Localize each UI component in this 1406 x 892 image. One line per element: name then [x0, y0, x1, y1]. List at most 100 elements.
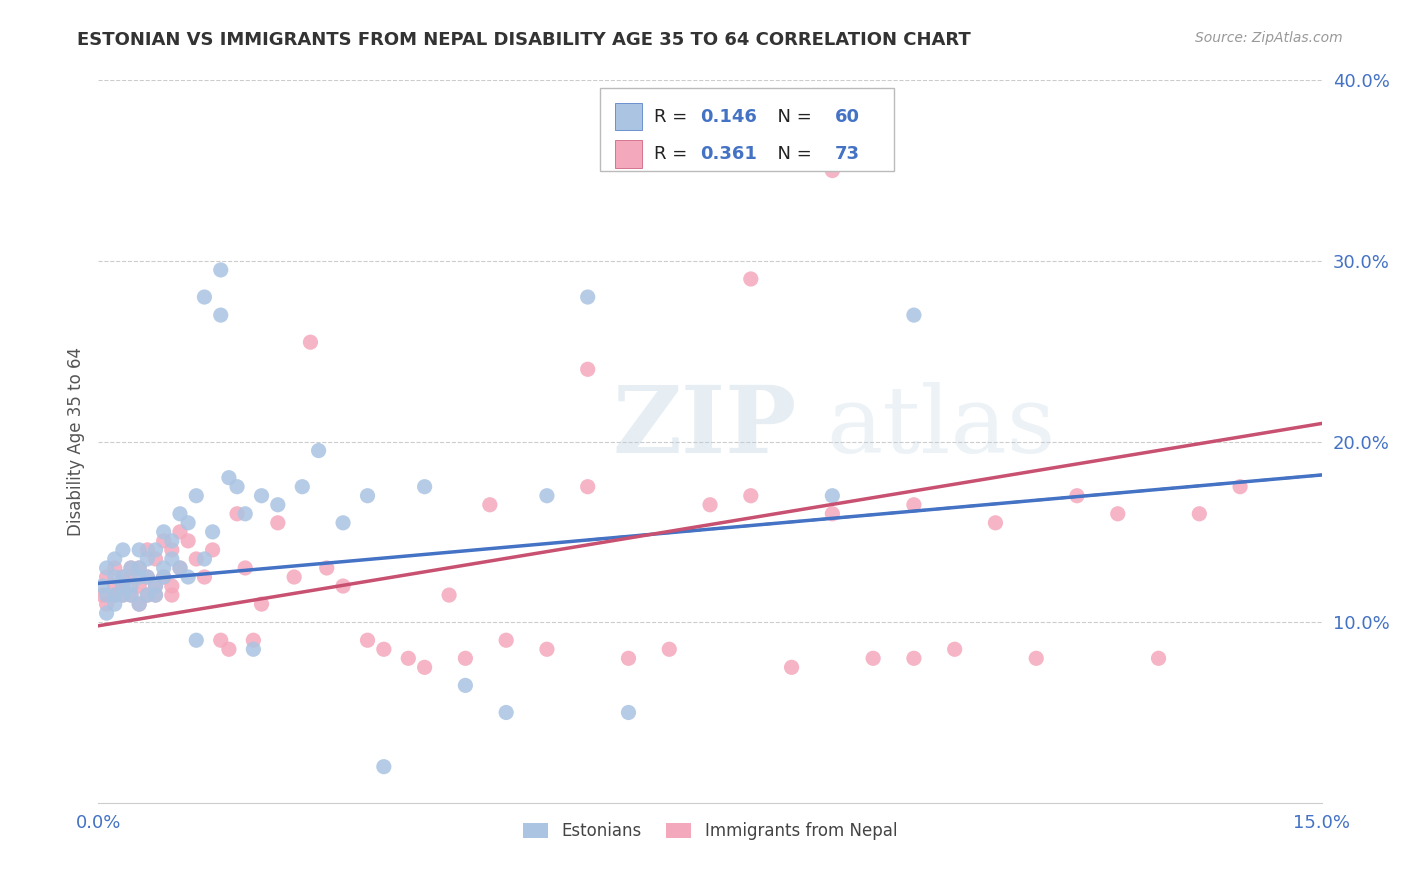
Point: [152, 570, 174, 584]
Text: ZIP: ZIP: [612, 382, 796, 472]
Point: [169, 561, 191, 575]
Point: [821, 507, 844, 521]
Point: [128, 561, 150, 575]
Text: N =: N =: [766, 108, 818, 126]
Point: [145, 588, 167, 602]
Point: [437, 588, 460, 602]
Point: [186, 489, 208, 503]
Point: [96, 588, 118, 602]
Point: [96, 597, 118, 611]
Point: [332, 516, 354, 530]
Point: [111, 588, 134, 602]
Point: [821, 163, 844, 178]
Point: [128, 542, 150, 557]
Point: [120, 579, 142, 593]
Point: [120, 561, 142, 575]
Point: [299, 335, 322, 350]
Point: [145, 579, 167, 593]
Point: [91, 579, 114, 593]
Point: [136, 588, 159, 602]
Point: [226, 480, 249, 494]
Text: R =: R =: [654, 108, 693, 126]
Point: [160, 533, 183, 548]
Point: [186, 633, 208, 648]
Point: [1025, 651, 1047, 665]
Point: [373, 642, 395, 657]
FancyBboxPatch shape: [600, 87, 893, 170]
Point: [1229, 480, 1251, 494]
Point: [658, 642, 681, 657]
Point: [120, 588, 142, 602]
Point: [111, 542, 134, 557]
Point: [617, 706, 640, 720]
Point: [136, 570, 159, 584]
Text: 0.361: 0.361: [700, 145, 756, 163]
Point: [332, 579, 354, 593]
Point: [291, 480, 314, 494]
Text: N =: N =: [766, 145, 818, 163]
Point: [136, 552, 159, 566]
Point: [136, 542, 159, 557]
FancyBboxPatch shape: [614, 103, 641, 130]
Point: [104, 570, 127, 584]
Point: [576, 362, 599, 376]
Point: [152, 570, 174, 584]
Point: [1188, 507, 1211, 521]
Point: [186, 552, 208, 566]
Point: [413, 660, 436, 674]
Point: [111, 570, 134, 584]
Point: [495, 706, 517, 720]
Point: [104, 579, 127, 593]
Point: [128, 597, 150, 611]
Point: [96, 561, 118, 575]
Point: [454, 651, 477, 665]
Point: [699, 498, 721, 512]
Point: [413, 480, 436, 494]
Point: [111, 588, 134, 602]
Point: [177, 516, 200, 530]
Legend: Estonians, Immigrants from Nepal: Estonians, Immigrants from Nepal: [515, 814, 905, 848]
Point: [96, 570, 118, 584]
Point: [283, 570, 305, 584]
Point: [177, 533, 200, 548]
Point: [91, 588, 114, 602]
Point: [576, 480, 599, 494]
Point: [821, 489, 844, 503]
Point: [267, 516, 290, 530]
Point: [267, 498, 290, 512]
Text: 73: 73: [835, 145, 860, 163]
Point: [495, 633, 517, 648]
Point: [308, 443, 330, 458]
Point: [209, 308, 232, 322]
Text: 0.146: 0.146: [700, 108, 756, 126]
Point: [226, 507, 249, 521]
Point: [145, 542, 167, 557]
Point: [201, 524, 224, 539]
Point: [104, 588, 127, 602]
Point: [478, 498, 501, 512]
Point: [111, 579, 134, 593]
Point: [903, 651, 925, 665]
Point: [104, 597, 127, 611]
Point: [242, 642, 264, 657]
Point: [233, 507, 256, 521]
Point: [160, 542, 183, 557]
Point: [315, 561, 337, 575]
Point: [169, 524, 191, 539]
Point: [193, 570, 215, 584]
Point: [160, 579, 183, 593]
Point: [128, 561, 150, 575]
Point: [617, 651, 640, 665]
Text: atlas: atlas: [827, 382, 1056, 472]
Point: [128, 579, 150, 593]
Point: [218, 642, 240, 657]
Point: [128, 570, 150, 584]
FancyBboxPatch shape: [614, 140, 641, 168]
Point: [903, 308, 925, 322]
Point: [740, 272, 762, 286]
Text: ESTONIAN VS IMMIGRANTS FROM NEPAL DISABILITY AGE 35 TO 64 CORRELATION CHART: ESTONIAN VS IMMIGRANTS FROM NEPAL DISABI…: [77, 31, 972, 49]
Point: [111, 570, 134, 584]
Point: [209, 633, 232, 648]
Point: [780, 660, 803, 674]
Point: [145, 552, 167, 566]
